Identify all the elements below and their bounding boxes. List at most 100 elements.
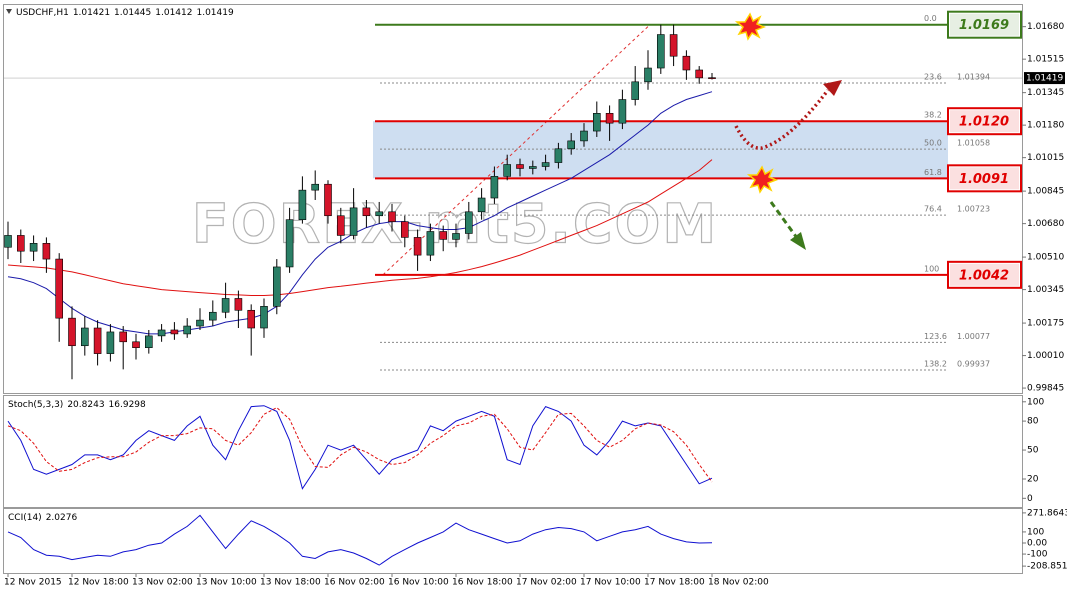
candle-body: [528, 166, 537, 169]
y-tick-label: 50: [1027, 446, 1039, 456]
x-tick-label: 17 Nov 10:00: [580, 578, 641, 588]
x-tick-label: 13 Nov 18:00: [260, 578, 321, 588]
candle-body: [16, 235, 25, 252]
candle-body: [349, 207, 358, 236]
x-tick-label: 17 Nov 02:00: [516, 578, 577, 588]
header-part: Stoch(5,3,3): [8, 400, 63, 410]
candle-body: [656, 34, 665, 69]
level-box: [947, 107, 1022, 136]
panel-header: CCI(14) 2.0276: [8, 513, 77, 523]
header-part: USDCHF,H1: [16, 8, 69, 18]
level-box: [947, 10, 1022, 39]
x-tick-label: 18 Nov 02:00: [708, 578, 769, 588]
candle-body: [400, 221, 409, 238]
candle-body: [145, 335, 153, 349]
y-tick-label: 1.01015: [1027, 153, 1064, 163]
candle-body: [426, 231, 435, 256]
candle-body: [669, 34, 678, 57]
candle-body: [119, 331, 127, 343]
y-tick-label: 1.00345: [1027, 285, 1064, 295]
y-tick-label: 100: [1027, 397, 1044, 407]
y-tick-label: 1.00010: [1027, 351, 1064, 361]
candle-body: [336, 215, 345, 236]
candle-body: [477, 197, 486, 213]
candle-body: [234, 298, 243, 311]
main-panel: [3, 4, 1023, 394]
candle-body: [605, 113, 614, 124]
candle-body: [29, 243, 38, 252]
y-tick-label: 0.00: [1027, 538, 1047, 548]
level-box-tint: [950, 13, 1019, 36]
fib-level: 23.6: [924, 72, 942, 81]
candle-body: [93, 327, 102, 354]
candle-body: [247, 309, 255, 329]
header-part: 2.0276: [46, 513, 78, 523]
fib-level: 138.2: [924, 359, 947, 368]
level-box-tint: [950, 110, 1019, 133]
candle-body: [324, 183, 332, 217]
y-tick-label: 20: [1027, 475, 1039, 485]
candle-body: [106, 331, 115, 354]
candle-body: [567, 140, 576, 150]
bullish-arrow: [734, 88, 830, 150]
candle-body: [4, 235, 12, 248]
candle-body: [183, 325, 191, 335]
fib-price: 1.00077: [957, 332, 990, 341]
level-label: 1.0091: [959, 172, 1009, 187]
candle-body: [554, 148, 563, 163]
x-tick-label: 13 Nov 02:00: [132, 578, 193, 588]
fib-level: 0.0: [924, 14, 937, 23]
plot-layer: [4, 23, 948, 566]
header-part: 1.01445: [114, 8, 151, 18]
header-part: 1.01412: [155, 8, 192, 18]
y-tick-label: 1.01515: [1027, 55, 1064, 65]
series-line: [7, 159, 713, 296]
candle-body: [618, 99, 627, 124]
header-part: 1.01421: [73, 8, 110, 18]
panel-header: USDCHF,H1 1.01421 1.01445 1.01412 1.01419: [16, 8, 234, 18]
fib-price: 1.01058: [957, 139, 990, 148]
x-tick-label: 13 Nov 10:00: [196, 578, 257, 588]
price-tag-label: 1.01419: [1026, 74, 1063, 84]
candle-body: [516, 164, 524, 169]
decorations: [734, 12, 842, 250]
candle-body: [580, 130, 588, 142]
y-tick-label: 1.01680: [1027, 22, 1064, 32]
candle-body: [644, 67, 652, 83]
candle-body: [682, 55, 691, 71]
candle-body: [592, 113, 601, 132]
level-label: 1.0169: [959, 18, 1009, 33]
candle-body: [439, 231, 448, 240]
y-tick-label: -208.8519: [1027, 562, 1067, 572]
candle-body: [695, 69, 704, 79]
header-part: CCI(14): [8, 513, 42, 523]
candle-body: [503, 164, 512, 177]
candle-body: [272, 266, 281, 307]
series-line: [7, 91, 713, 335]
candle-body: [490, 176, 499, 199]
panel-frames: [3, 4, 1023, 574]
arrow-head: [790, 232, 806, 250]
header-part: 1.01419: [196, 8, 233, 18]
level-box-tint: [950, 263, 1019, 286]
y-tick-label: -100: [1027, 550, 1048, 560]
candle-body: [708, 77, 716, 79]
y-tick-label: 1.00175: [1027, 319, 1064, 329]
fib-level: 100: [924, 264, 939, 273]
y-tick-label: 1.01180: [1027, 121, 1064, 131]
candle-body: [375, 211, 384, 217]
fib-price: 0.99937: [957, 359, 990, 368]
fib-level: 123.6: [924, 332, 947, 341]
watermark: FOREX-mt5.COM: [192, 193, 718, 256]
candle-body: [311, 183, 320, 191]
candle-body: [631, 81, 640, 100]
level-box-tint: [950, 167, 1019, 190]
level-label: 1.0120: [959, 115, 1009, 130]
bearish-arrow: [769, 201, 799, 239]
candle-body: [452, 233, 460, 240]
candle-body: [42, 243, 51, 260]
fib-level: 61.8: [924, 168, 942, 177]
